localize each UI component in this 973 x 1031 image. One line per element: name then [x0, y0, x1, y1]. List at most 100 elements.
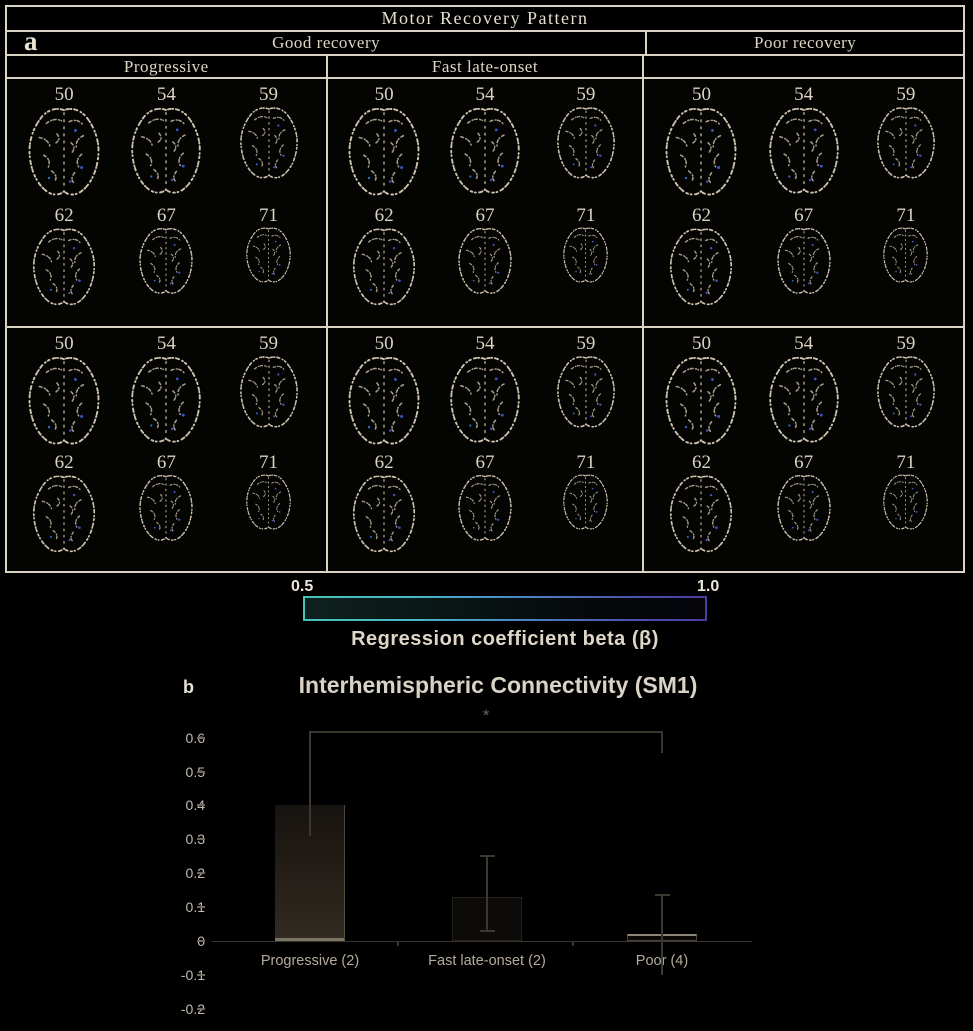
brain-slice-image: [139, 475, 194, 542]
slice-age-label: 50: [691, 84, 711, 105]
brain-slice-image: [876, 107, 935, 179]
slice-age-label: 54: [156, 332, 176, 354]
recovery-pattern-table: Motor Recovery Pattern a Good recovery P…: [5, 5, 965, 573]
brain-panel-fast-late-onset-row1: 50 54 59 62 67 71: [327, 79, 645, 328]
slice-age-label: 54: [156, 84, 176, 105]
brain-slice-cell: 54: [435, 83, 536, 204]
brain-slice-cell: 71: [217, 204, 319, 326]
slice-age-label: 62: [691, 452, 711, 474]
brain-slice-cell: 50: [13, 332, 115, 452]
slice-age-label: 67: [794, 452, 814, 474]
y-axis-tick-label: 0.5: [185, 763, 205, 780]
slice-age-label: 54: [475, 332, 495, 354]
brain-panel-fast-late-onset-row2: 50 54 59 62 67 71: [327, 327, 645, 571]
y-axis-tick: [197, 973, 205, 976]
brain-slice-image: [246, 474, 291, 531]
brain-slice-image: [883, 474, 929, 531]
significance-bracket-leg: [661, 730, 663, 753]
brain-slice-cell: 62: [13, 204, 115, 326]
panel-label-b: b: [183, 677, 194, 697]
slice-age-label: 50: [54, 332, 74, 354]
subgroup-header-row: Progressive Fast late-onset: [7, 56, 963, 79]
error-bar-cap: [655, 894, 670, 897]
slice-age-label: 71: [576, 452, 596, 474]
header-good-recovery-label: Good recovery: [272, 33, 381, 52]
slice-age-label: 67: [156, 205, 176, 227]
error-bar-cap: [480, 855, 495, 858]
significance-asterisk: *: [482, 705, 490, 725]
y-axis-tick: [197, 736, 205, 739]
panel-label-a: a: [24, 26, 38, 56]
brain-slice-cell: 71: [535, 204, 636, 326]
brain-slice-cell: 62: [650, 204, 752, 326]
slice-age-label: 67: [475, 205, 495, 227]
brain-slice-cell: 50: [650, 332, 752, 452]
brain-slice-cell: 67: [435, 204, 536, 326]
slice-age-label: 67: [156, 452, 176, 474]
slice-age-label: 71: [259, 452, 279, 474]
brain-slice-cell: 71: [855, 451, 957, 571]
colorbar-gradient: [303, 596, 707, 621]
slice-age-label: 59: [259, 84, 279, 105]
y-axis-tick: [197, 804, 205, 807]
y-axis-tick: [197, 1007, 205, 1010]
error-bar: [309, 730, 311, 836]
brain-slice-image: [28, 356, 100, 445]
brain-panel-progressive-row2: 50 54 59 62 67 71: [7, 327, 328, 571]
error-bar: [661, 963, 663, 976]
slice-age-label: 59: [576, 84, 596, 105]
brain-slice-cell: 50: [334, 332, 435, 452]
brain-slice-image: [33, 228, 96, 306]
header-poor-empty: [644, 56, 963, 77]
y-axis-tick-label: 0.6: [185, 729, 205, 746]
slice-age-label: 54: [794, 84, 814, 105]
brain-slice-image: [450, 356, 520, 443]
bar-chart: b Interhemispheric Connectivity (SM1) 0.…: [0, 660, 973, 1031]
y-axis-tick-label: -0.1: [180, 966, 205, 983]
colorbar-section: 0.5 1.0 Regression coefficient beta (β): [0, 576, 973, 660]
y-axis-tick: [197, 940, 205, 942]
header-fast-late-onset: Fast late-onset: [328, 56, 645, 77]
brain-slice-cell: 59: [217, 332, 319, 452]
brain-slice-image: [348, 356, 420, 445]
brain-slice-cell: 62: [334, 451, 435, 571]
brain-slice-image: [246, 227, 291, 284]
brain-slice-image: [33, 475, 96, 553]
y-axis-tick: [197, 838, 205, 841]
brain-slice-image: [768, 356, 839, 443]
x-axis-tick: [397, 941, 399, 946]
brain-slice-cell: 67: [753, 451, 855, 571]
y-axis-tick-label: 0.3: [185, 831, 205, 848]
y-axis-tick-label: -0.2: [180, 1000, 205, 1017]
slice-age-label: 59: [896, 84, 916, 105]
y-axis-tick-label: 0.1: [185, 899, 205, 916]
category-label: Progressive (2): [260, 953, 360, 969]
brain-slice-image: [239, 107, 298, 179]
slice-age-label: 59: [576, 332, 596, 354]
brain-slice-image: [883, 227, 929, 284]
header-progressive: Progressive: [7, 56, 328, 77]
slice-age-label: 62: [54, 205, 74, 227]
y-axis-tick: [197, 770, 205, 773]
brain-slice-image: [353, 228, 416, 306]
brain-slice-image: [239, 356, 298, 428]
brain-slice-cell: 62: [650, 451, 752, 571]
slice-age-label: 62: [374, 452, 394, 474]
slice-age-label: 50: [691, 332, 711, 354]
slice-age-label: 71: [576, 205, 596, 227]
slice-age-label: 62: [54, 452, 74, 474]
chart-title: Interhemispheric Connectivity (SM1): [298, 672, 698, 698]
brain-slice-cell: 59: [855, 332, 957, 452]
brain-slice-image: [348, 107, 420, 196]
brain-slice-image: [876, 356, 935, 428]
colorbar-caption: Regression coefficient beta (β): [351, 628, 659, 650]
slice-age-label: 50: [54, 84, 74, 105]
slice-age-label: 59: [896, 332, 916, 354]
brain-slice-cell: 59: [535, 83, 636, 204]
brain-slice-cell: 54: [753, 83, 855, 204]
brain-slice-image: [563, 227, 609, 284]
brain-slice-cell: 67: [435, 451, 536, 571]
brain-slice-image: [28, 107, 100, 196]
slice-age-label: 62: [691, 205, 711, 227]
